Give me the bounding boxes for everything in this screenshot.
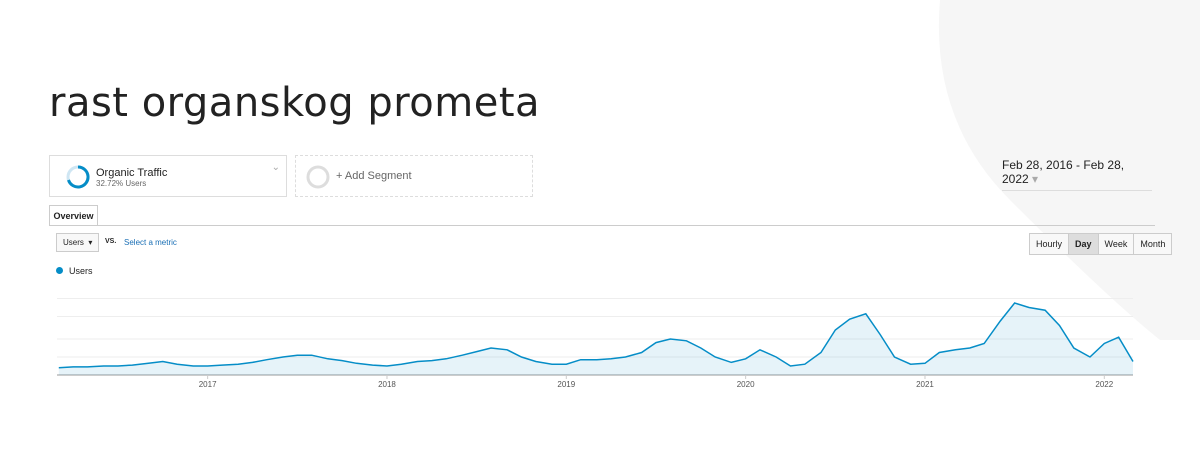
chart: 2017 2018 2019 2020 2021 2022 bbox=[57, 298, 1134, 389]
x-tick-label: 2018 bbox=[378, 380, 396, 389]
x-tick-label: 2017 bbox=[199, 380, 217, 389]
select-metric[interactable]: Select a metric bbox=[124, 238, 177, 247]
segment-ring bbox=[66, 165, 90, 189]
x-tick-label: 2022 bbox=[1095, 380, 1113, 389]
add-ring bbox=[306, 165, 330, 189]
dropdown-caret: ⌄ bbox=[271, 162, 280, 173]
area bbox=[58, 303, 1133, 375]
granularity-button[interactable]: Week bbox=[1097, 233, 1135, 255]
granularity-button[interactable]: Hourly bbox=[1029, 233, 1070, 255]
segment-card[interactable]: Organic Traffic 32.72% Users ⌄ bbox=[49, 155, 287, 197]
date-range[interactable]: Feb 28, 2016 - Feb 28, 2022 ▾ bbox=[1002, 158, 1152, 191]
metric-dropdown[interactable]: Users ▾ bbox=[56, 233, 100, 252]
x-tick-label: 2021 bbox=[916, 380, 934, 389]
legend-swatch bbox=[56, 267, 63, 274]
tab-rule bbox=[49, 225, 1155, 226]
page-title: rast organskog prometa bbox=[49, 80, 541, 126]
add-segment-label: + Add Segment bbox=[336, 170, 412, 182]
date-range-text: Feb 28, 2016 - Feb 28, 2022 bbox=[1002, 158, 1125, 186]
x-tick-label: 2019 bbox=[557, 380, 575, 389]
x-tick-label: 2020 bbox=[737, 380, 755, 389]
granularity-button[interactable]: Month bbox=[1133, 233, 1173, 255]
add-segment[interactable]: + Add Segment bbox=[295, 155, 533, 197]
segment-name: Organic Traffic bbox=[96, 167, 168, 179]
overview-tab[interactable]: Overview bbox=[49, 205, 98, 226]
line bbox=[58, 302, 1134, 369]
granularity-group: Hourly Day Week Month bbox=[1029, 233, 1173, 255]
granularity-button[interactable]: Day bbox=[1068, 233, 1099, 255]
vs-label: VS. bbox=[105, 238, 117, 245]
legend-label: Users bbox=[69, 266, 93, 276]
metric-label: Users bbox=[63, 238, 84, 247]
segment-share: 32.72% Users bbox=[96, 179, 147, 188]
legend: Users bbox=[56, 266, 93, 276]
